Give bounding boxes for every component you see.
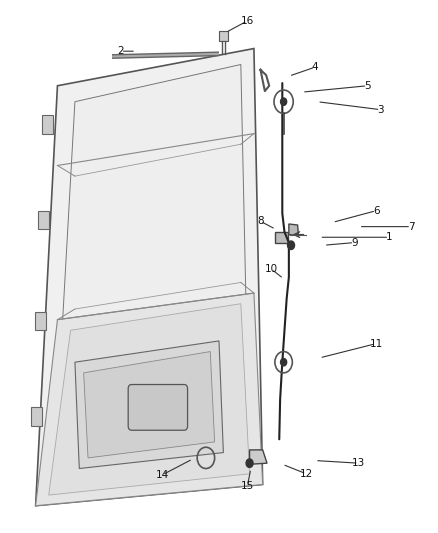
Polygon shape — [49, 304, 250, 495]
Text: 1: 1 — [386, 232, 392, 243]
FancyBboxPatch shape — [128, 384, 187, 430]
Circle shape — [281, 359, 287, 366]
Text: 10: 10 — [265, 264, 278, 274]
Text: 12: 12 — [300, 469, 313, 479]
Text: 3: 3 — [377, 104, 384, 115]
Text: 16: 16 — [241, 16, 254, 26]
Text: 4: 4 — [312, 62, 318, 72]
Text: 8: 8 — [257, 216, 264, 227]
Polygon shape — [53, 64, 250, 490]
Circle shape — [246, 459, 253, 467]
Text: 14: 14 — [155, 470, 169, 480]
Polygon shape — [84, 352, 215, 458]
Text: 6: 6 — [373, 206, 379, 216]
Text: 9: 9 — [351, 238, 358, 247]
Polygon shape — [250, 450, 267, 464]
Polygon shape — [275, 232, 288, 243]
Text: 15: 15 — [241, 481, 254, 491]
Text: 13: 13 — [352, 458, 365, 468]
Circle shape — [288, 241, 294, 249]
Polygon shape — [75, 341, 223, 469]
Text: 7: 7 — [408, 222, 414, 232]
FancyBboxPatch shape — [38, 211, 49, 229]
FancyBboxPatch shape — [42, 115, 53, 134]
FancyBboxPatch shape — [35, 312, 46, 330]
Polygon shape — [35, 293, 263, 506]
Text: 11: 11 — [370, 338, 383, 349]
Circle shape — [281, 98, 287, 106]
Polygon shape — [35, 49, 263, 506]
FancyBboxPatch shape — [219, 31, 228, 41]
Text: 5: 5 — [364, 81, 371, 91]
FancyBboxPatch shape — [31, 407, 42, 426]
Polygon shape — [289, 224, 298, 236]
Text: 2: 2 — [117, 46, 124, 56]
